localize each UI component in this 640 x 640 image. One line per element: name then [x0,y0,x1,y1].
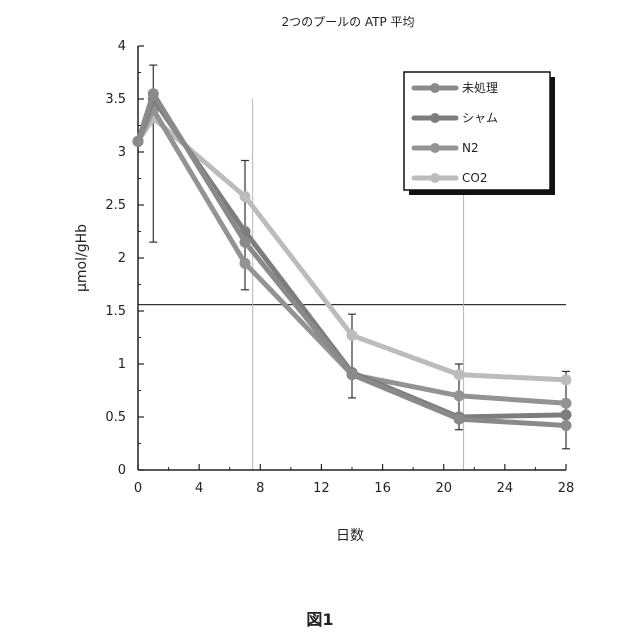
x-tick-label: 28 [558,481,575,496]
legend-entry-3: CO2 [411,171,487,185]
legend-entry-2: N2 [411,141,479,155]
x-tick-label: 4 [195,481,203,496]
series-lines [132,88,572,431]
y-tick-label: 4 [118,39,126,54]
data-point [346,329,358,341]
series-line [135,107,569,406]
data-point [453,390,465,402]
legend-entry-0: 未処理 [411,81,498,95]
y-tick-label: 3 [118,145,126,160]
x-tick-label: 24 [497,481,514,496]
figure-caption: 図1 [306,610,334,629]
y-tick-label: 0 [118,463,126,478]
series-0 [132,88,572,431]
y-tick-label: 0.5 [105,410,126,425]
legend-entry-1: シャム [411,111,498,125]
legend-swatch-marker [430,113,440,123]
chart-title: 2つのプールの ATP 平均 [281,15,414,29]
data-point [239,257,251,269]
y-tick-label: 2.5 [105,198,126,213]
legend-label: シャム [462,111,498,125]
error-bar-2 [348,313,356,399]
data-point [239,191,251,203]
data-point [147,88,159,100]
x-tick-label: 16 [374,481,391,496]
y-tick-label: 3.5 [105,92,126,107]
x-axis-label: 日数 [336,528,364,544]
legend-label: CO2 [462,171,487,185]
data-point [560,419,572,431]
atp-line-chart: 2つのプールの ATP 平均 0 0.5 1 1.5 2 2.5 3 3.5 4 0 4 8 12 16 2… [74,15,574,544]
data-point [346,369,358,381]
legend-box [403,71,551,191]
data-point [453,413,465,425]
y-tick-label: 1.5 [105,304,126,319]
series-line [135,91,569,428]
x-tick-label: 12 [313,481,330,496]
x-tick-label: 20 [435,481,452,496]
legend-swatch-marker [430,143,440,153]
axes: 0 0.5 1 1.5 2 2.5 3 3.5 4 0 4 8 12 16 20 24 28 [105,39,574,496]
legend-swatch-marker [430,83,440,93]
y-tick-label: 1 [118,357,126,372]
data-point [132,135,144,147]
x-tick-label: 0 [134,481,142,496]
data-point [560,409,572,421]
data-point [560,374,572,386]
y-axis-label: μmol/gHb [74,224,90,292]
x-tick-label: 8 [256,481,264,496]
y-tick-label: 2 [118,251,126,266]
data-point [239,236,251,248]
legend-label: N2 [462,141,479,155]
data-point [560,397,572,409]
legend-label: 未処理 [462,81,498,95]
data-point [453,369,465,381]
legend-swatch-marker [430,173,440,183]
